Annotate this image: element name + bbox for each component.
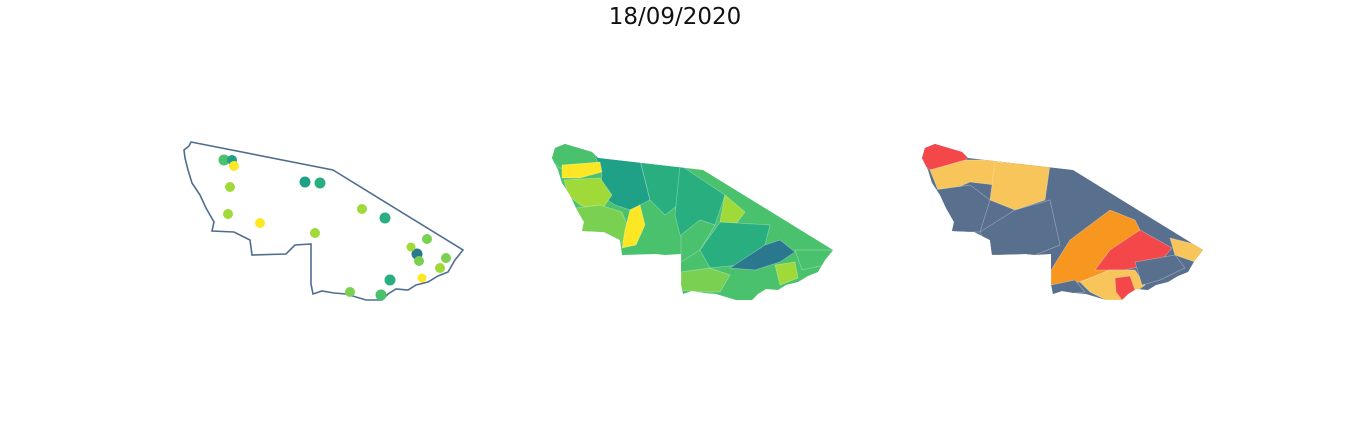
- map-point: [218, 154, 230, 166]
- map-region: [621, 204, 646, 249]
- risk-region: [979, 199, 1061, 256]
- figure-title: 18/09/2020: [608, 4, 742, 30]
- map-region: [680, 219, 716, 263]
- map-point: [345, 287, 355, 297]
- map-point: [422, 234, 432, 244]
- risk-region: [1134, 254, 1186, 286]
- points-layer: [218, 154, 451, 301]
- map-region: [728, 239, 796, 271]
- map-point: [379, 212, 391, 224]
- map-point: [310, 228, 320, 238]
- map-point: [375, 289, 387, 301]
- points-map: [183, 141, 464, 301]
- map-point: [225, 182, 235, 192]
- map-point: [406, 242, 416, 252]
- map-point: [314, 177, 326, 189]
- map-point: [441, 253, 451, 263]
- risk-map: [922, 144, 1203, 300]
- map-point: [299, 176, 311, 188]
- map-point: [255, 218, 265, 228]
- choropleth-map: [552, 144, 833, 300]
- map-region: [561, 161, 603, 179]
- map-point: [357, 204, 367, 214]
- map-region: [794, 249, 833, 271]
- map-point: [414, 256, 424, 266]
- map-point: [384, 274, 396, 286]
- map-point: [417, 273, 427, 283]
- map-region: [774, 261, 799, 286]
- map-point: [435, 263, 445, 273]
- map-point: [229, 161, 239, 171]
- map-point: [223, 209, 233, 219]
